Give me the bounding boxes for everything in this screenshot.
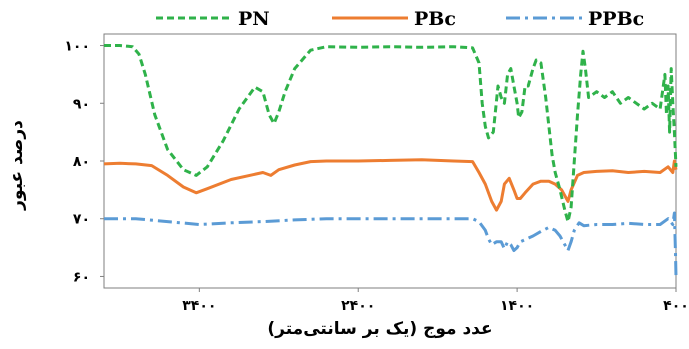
y-axis-title: درصد عبور: [7, 120, 27, 211]
plot-area: [103, 33, 677, 289]
legend: PN PBc PPBc: [156, 8, 644, 30]
y-tick-label: ۶۰: [73, 269, 90, 285]
legend-label-pn: PN: [238, 8, 270, 30]
series-line-pn: [104, 44, 678, 224]
x-tick-label: ۱۴۰۰: [500, 298, 534, 314]
series-line-pbc: [103, 158, 678, 212]
legend-label-ppbc: PPBc: [588, 8, 644, 30]
y-tick-label: ۹۰: [73, 96, 90, 112]
legend-label-pbc: PBc: [414, 8, 456, 30]
y-tick-label: ۱۰۰: [64, 39, 90, 55]
y-tick-label: ۸۰: [73, 154, 90, 170]
x-axis-title: عدد موج (یک بر سانتی‌متر): [267, 319, 492, 339]
y-axis-ticks: ۶۰ ۷۰ ۸۰ ۹۰ ۱۰۰: [64, 39, 104, 285]
x-tick-label: ۴۰۰: [663, 298, 689, 314]
x-tick-label: ۲۴۰۰: [341, 298, 375, 314]
series-line-ppbc: [104, 211, 678, 277]
x-tick-label: ۳۴۰۰: [182, 298, 216, 314]
series-layer: [103, 44, 678, 277]
y-tick-label: ۷۰: [73, 212, 90, 228]
x-axis-ticks: ۳۴۰۰ ۲۴۰۰ ۱۴۰۰ ۴۰۰: [182, 288, 689, 314]
